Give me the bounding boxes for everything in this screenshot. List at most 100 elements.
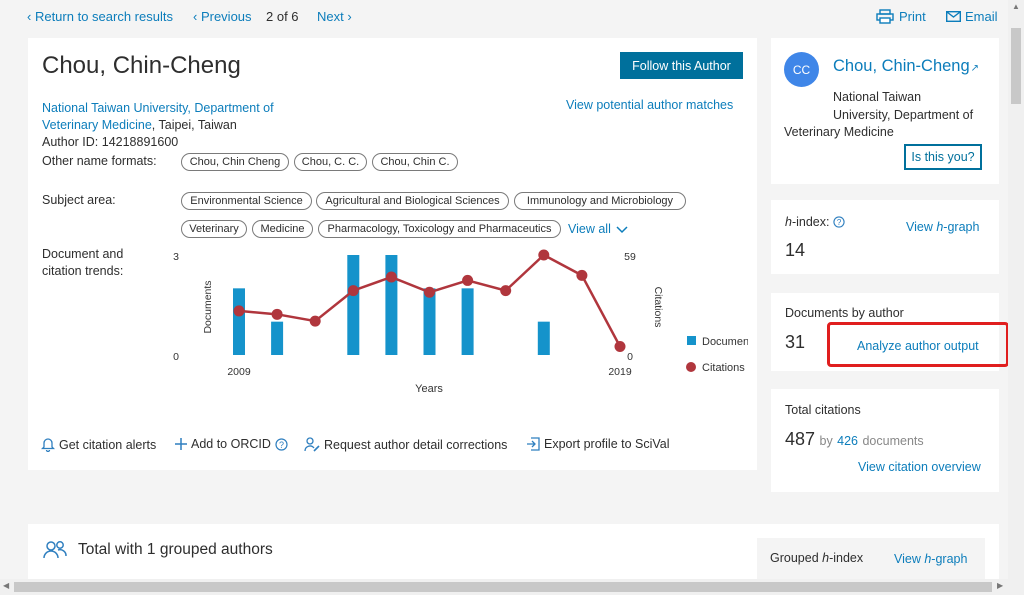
export-to-scival-action[interactable]: Export profile to SciVal <box>526 437 670 451</box>
grouped-authors-card: Total with 1 grouped authors Grouped h-i… <box>28 524 999 579</box>
citations-point-2010 <box>271 308 283 320</box>
left-axis-tick-max: 3 <box>173 251 179 263</box>
back-to-results-link[interactable]: ‹ Return to search results <box>27 9 173 24</box>
h-index-card: h -index: ? 14 View h-graph <box>771 200 999 274</box>
x-tick-first: 2009 <box>227 366 251 378</box>
citation-alerts-action[interactable]: Get citation alerts <box>41 437 156 452</box>
subject-pill: Environmental Science <box>181 192 312 210</box>
name-format-pill: Chou, C. C. <box>294 153 367 171</box>
svg-text:?: ? <box>279 440 284 450</box>
citations-point-2012 <box>347 285 359 297</box>
svg-text:?: ? <box>837 217 842 227</box>
chevron-left-icon: ‹ <box>27 9 35 24</box>
h-index-value: 14 <box>785 240 806 260</box>
follow-author-button[interactable]: Follow this Author <box>620 52 743 79</box>
email-link[interactable]: Email <box>946 9 998 24</box>
view-all-subjects-link[interactable]: View all <box>568 221 628 238</box>
grouped-h-index-panel: Grouped h-index View h-graph <box>757 538 985 579</box>
author-card: Chou, Chin-Cheng Follow this Author View… <box>28 38 757 470</box>
citations-point-2019 <box>614 341 626 353</box>
subject-pill: Medicine <box>252 220 313 238</box>
citation-points <box>233 249 626 353</box>
citations-point-2011 <box>309 315 321 327</box>
total-citations-label: Total citations <box>785 403 861 417</box>
chevron-right-icon: › <box>343 9 352 24</box>
bell-icon <box>41 438 55 452</box>
affiliation-link-cont[interactable]: Veterinary Medicine <box>42 118 152 132</box>
citations-point-2009 <box>233 305 245 317</box>
print-link[interactable]: Print <box>876 9 926 24</box>
total-citations-card: Total citations 487 by 426 documents Vie… <box>771 389 999 492</box>
scroll-right-arrow-icon[interactable]: ▶ <box>997 581 1004 590</box>
view-h-graph-link[interactable]: View h-graph <box>906 220 980 234</box>
total-citations-summary: 487 by 426 documents <box>785 429 924 449</box>
documents-card: Documents by author 31 Analyze author ou… <box>771 293 1009 371</box>
x-axis-label: Years <box>415 383 443 395</box>
citations-point-2018 <box>576 269 588 281</box>
documents-bar-2010 <box>271 321 284 355</box>
documents-bar-2012 <box>347 255 360 355</box>
subject-pill: Pharmacology, Toxicology and Pharmaceuti… <box>318 220 561 238</box>
chevron-left-icon: ‹ <box>193 9 201 24</box>
documents-bar-2017 <box>537 321 550 355</box>
subject-pill: Agricultural and Biological Sciences <box>316 192 509 210</box>
right-axis-tick-min: 0 <box>627 351 633 363</box>
chevron-down-icon <box>616 225 628 233</box>
author-id: Author ID: 14218891600 <box>42 135 179 149</box>
scroll-left-arrow-icon[interactable]: ◀ <box>3 581 10 590</box>
horizontal-scrollbar[interactable]: ◀ ▶ <box>0 579 1008 595</box>
vertical-scroll-thumb[interactable] <box>1011 28 1021 104</box>
add-to-orcid-action[interactable]: Add to ORCID ? <box>175 437 292 451</box>
user-edit-icon <box>304 437 320 452</box>
citations-point-2016 <box>500 285 512 297</box>
legend-citations-swatch <box>686 362 696 372</box>
other-name-formats-label: Other name formats: <box>42 154 157 168</box>
envelope-icon <box>946 11 961 22</box>
documents-bar-2013 <box>385 255 398 355</box>
document-bars <box>233 255 550 355</box>
right-axis-label: Citations <box>652 287 664 328</box>
grouped-authors-title: Total with 1 grouped authors <box>78 541 273 558</box>
view-citation-overview-link[interactable]: View citation overview <box>858 460 981 474</box>
help-icon: ? <box>275 437 288 451</box>
avatar: CC <box>784 52 819 87</box>
x-tick-last: 2019 <box>608 366 632 378</box>
documents-bar-2015 <box>461 288 474 355</box>
users-icon <box>43 541 67 559</box>
top-navigation: ‹ Return to search results ‹ Previous 2 … <box>0 0 1008 36</box>
view-author-matches-link[interactable]: View potential author matches <box>566 98 734 112</box>
name-format-pill: Chou, Chin C. <box>372 153 458 171</box>
profile-name-link[interactable]: Chou, Chin-Cheng↗ <box>833 57 980 75</box>
scroll-up-arrow-icon[interactable]: ▲ <box>1012 2 1020 11</box>
affiliation-link[interactable]: National Taiwan University, Department o… <box>42 101 274 115</box>
grouped-view-h-graph-link[interactable]: View h-graph <box>894 552 968 566</box>
next-link[interactable]: Next › <box>317 9 352 24</box>
documents-bar-2009 <box>233 288 245 355</box>
request-corrections-action[interactable]: Request author detail corrections <box>304 437 507 452</box>
subject-area-label: Subject area: <box>42 193 116 207</box>
result-position: 2 of 6 <box>266 9 299 24</box>
horizontal-scroll-thumb[interactable] <box>14 582 992 592</box>
left-axis-tick-min: 0 <box>173 351 179 363</box>
author-affiliation: National Taiwan University, Department o… <box>42 101 274 149</box>
citing-documents-link[interactable]: 426 <box>837 434 859 448</box>
export-icon <box>527 437 540 451</box>
grouped-h-index-label: Grouped h-index <box>770 551 864 565</box>
citations-point-2014 <box>424 286 435 298</box>
is-this-you-button[interactable]: Is this you? <box>904 144 982 170</box>
previous-link[interactable]: ‹ Previous <box>193 9 252 24</box>
legend-citations-label: Citations <box>702 362 745 374</box>
vertical-scrollbar[interactable]: ▲ <box>1008 0 1024 595</box>
name-format-pill: Chou, Chin Cheng <box>181 153 289 171</box>
trends-label: Document and citation trends: <box>42 247 124 278</box>
help-icon: ? <box>833 216 846 228</box>
h-index-label: h -index: ? <box>785 215 846 229</box>
legend-documents-label: Documents <box>702 336 748 348</box>
printer-icon <box>876 9 894 24</box>
right-axis-tick-max: 59 <box>624 251 636 263</box>
documents-bar-2014 <box>423 288 436 355</box>
legend-documents-swatch <box>687 336 696 345</box>
analyze-author-output-link[interactable]: Analyze author output <box>857 339 979 353</box>
citations-point-2017 <box>538 249 550 261</box>
external-link-icon: ↗ <box>970 63 980 74</box>
